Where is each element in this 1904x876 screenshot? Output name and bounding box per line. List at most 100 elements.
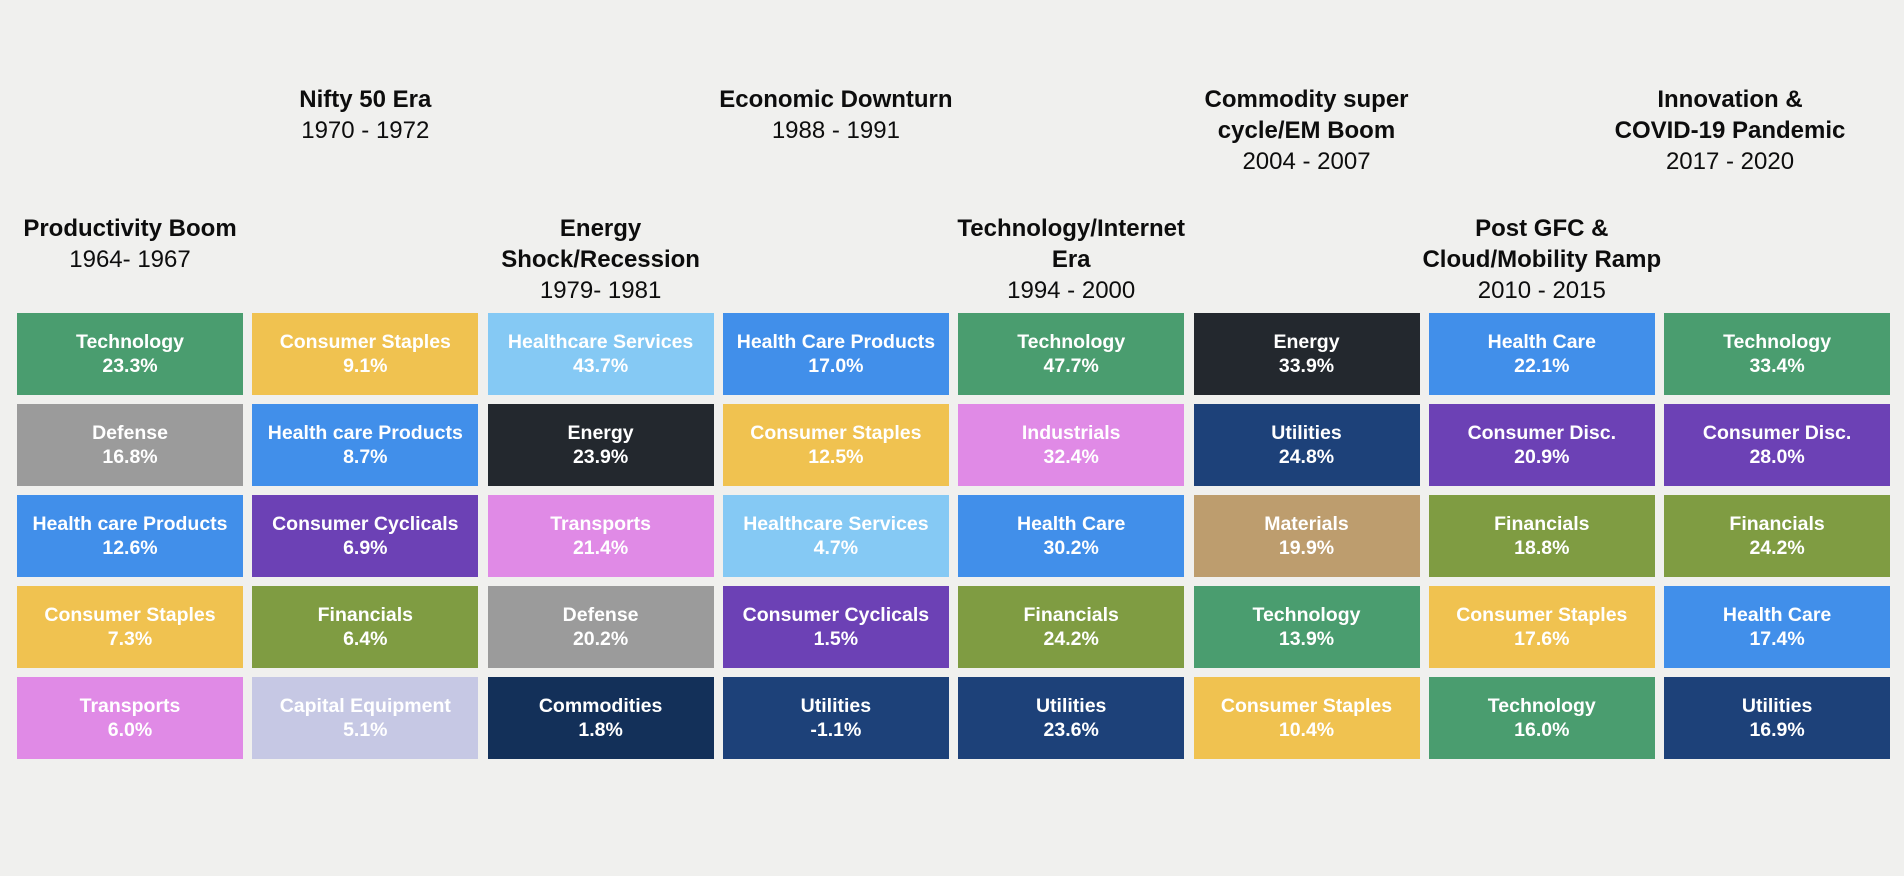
sector-tile: Health Care 17.4% bbox=[1664, 586, 1891, 668]
era-dates: 1994 - 2000 bbox=[1007, 277, 1136, 304]
sector-value: 28.0% bbox=[1749, 446, 1805, 468]
era-header: Productivity Boom 1964- 1967 bbox=[0, 213, 300, 275]
era-header: Commodity super cycle/EM Boom 2004 - 2007 bbox=[1137, 84, 1477, 177]
sector-name: Financials bbox=[1729, 513, 1825, 535]
sector-tile: Consumer Disc. 20.9% bbox=[1428, 404, 1655, 486]
sector-name: Utilities bbox=[1741, 695, 1813, 717]
sector-tile: Health care Products 12.6% bbox=[17, 495, 243, 577]
sector-tile: Health Care 22.1% bbox=[1428, 313, 1655, 395]
sector-tile: Transports 21.4% bbox=[487, 495, 714, 577]
sector-value: 16.8% bbox=[102, 446, 158, 468]
era-title: Technology/Internet bbox=[957, 215, 1185, 242]
sector-name: Health Care bbox=[1017, 513, 1126, 535]
era-title: Energy bbox=[559, 215, 642, 242]
sector-name: Consumer Staples bbox=[44, 604, 216, 626]
sector-value: 5.1% bbox=[343, 719, 388, 741]
sector-tile: Commodities 1.8% bbox=[487, 677, 714, 759]
sector-value: 8.7% bbox=[343, 446, 388, 468]
sector-tile: Defense 20.2% bbox=[487, 586, 714, 668]
sector-tile: Technology 13.9% bbox=[1193, 586, 1420, 668]
sector-value: 23.3% bbox=[102, 355, 158, 377]
sector-name: Transports bbox=[550, 513, 651, 535]
sector-name: Technology bbox=[1017, 331, 1126, 353]
sector-tile: Financials 6.4% bbox=[252, 586, 479, 668]
sector-value: 6.4% bbox=[343, 628, 388, 650]
sector-value: 17.6% bbox=[1514, 628, 1570, 650]
sector-tile: Technology 23.3% bbox=[17, 313, 243, 395]
sector-tile: Financials 18.8% bbox=[1428, 495, 1655, 577]
sector-tile: Financials 24.2% bbox=[1664, 495, 1891, 577]
sector-name: Consumer Cyclicals bbox=[272, 513, 459, 535]
era-header: Energy Shock/Recession 1979- 1981 bbox=[431, 213, 771, 306]
sector-value: 16.9% bbox=[1749, 719, 1805, 741]
sector-tile: Capital Equipment 5.1% bbox=[252, 677, 479, 759]
sector-name: Materials bbox=[1264, 513, 1349, 535]
era-title: Nifty 50 Era bbox=[299, 86, 432, 113]
sector-name: Consumer Staples bbox=[279, 331, 451, 353]
era-dates: 2004 - 2007 bbox=[1242, 148, 1371, 175]
sector-value: 1.5% bbox=[813, 628, 859, 650]
sector-name: Financials bbox=[317, 604, 413, 626]
sector-value: 13.9% bbox=[1278, 628, 1335, 650]
sector-tile: Financials 24.2% bbox=[958, 586, 1185, 668]
sector-tile: Energy 23.9% bbox=[487, 404, 714, 486]
era-title: COVID-19 Pandemic bbox=[1614, 117, 1846, 144]
sector-name: Health Care bbox=[1722, 604, 1832, 626]
sector-name: Technology bbox=[76, 331, 184, 353]
sector-value: 4.7% bbox=[813, 537, 859, 559]
sector-name: Utilities bbox=[800, 695, 872, 717]
sector-value: -1.1% bbox=[810, 719, 862, 741]
sector-value: 33.9% bbox=[1278, 355, 1335, 377]
sector-tile: Consumer Disc. 28.0% bbox=[1664, 404, 1891, 486]
sector-value: 17.0% bbox=[808, 355, 864, 377]
era-title: Shock/Recession bbox=[501, 246, 700, 273]
sector-name: Consumer Staples bbox=[1220, 695, 1393, 717]
sector-value: 18.8% bbox=[1514, 537, 1570, 559]
era-title: Cloud/Mobility Ramp bbox=[1422, 246, 1662, 273]
sector-name: Health care Products bbox=[267, 422, 463, 444]
sector-name: Capital Equipment bbox=[279, 695, 451, 717]
sector-name: Health Care Products bbox=[736, 331, 936, 353]
sector-value: 12.6% bbox=[102, 537, 158, 559]
era-dates: 1979- 1981 bbox=[539, 277, 662, 304]
sector-value: 7.3% bbox=[107, 628, 153, 650]
sector-tile: Technology 16.0% bbox=[1428, 677, 1655, 759]
sector-value: 30.2% bbox=[1043, 537, 1099, 559]
sector-value: 9.1% bbox=[343, 355, 388, 377]
era-dates: 1988 - 1991 bbox=[771, 117, 900, 144]
era-dates: 2010 - 2015 bbox=[1477, 277, 1606, 304]
sector-tile: Consumer Staples 9.1% bbox=[252, 313, 479, 395]
sector-tile: Healthcare Services 4.7% bbox=[722, 495, 949, 577]
sector-value: 19.9% bbox=[1278, 537, 1335, 559]
era-header: Economic Downturn 1988 - 1991 bbox=[666, 84, 1006, 146]
sector-tile: Health Care Products 17.0% bbox=[722, 313, 949, 395]
sector-tile: Technology 47.7% bbox=[958, 313, 1185, 395]
era-header: Post GFC & Cloud/Mobility Ramp 2010 - 2015 bbox=[1372, 213, 1712, 306]
sector-value: 47.7% bbox=[1043, 355, 1099, 377]
era-title: Commodity super bbox=[1204, 86, 1409, 113]
sector-value: 22.1% bbox=[1514, 355, 1570, 377]
era-title: Post GFC & bbox=[1475, 215, 1609, 242]
sector-name: Defense bbox=[562, 604, 639, 626]
sector-name: Healthcare Services bbox=[507, 331, 694, 353]
sector-name: Consumer Disc. bbox=[1702, 422, 1852, 444]
sector-value: 32.4% bbox=[1043, 446, 1099, 468]
sector-tile: Healthcare Services 43.7% bbox=[487, 313, 714, 395]
sector-value: 6.0% bbox=[107, 719, 153, 741]
sector-tile: Industrials 32.4% bbox=[958, 404, 1185, 486]
sector-value: 1.8% bbox=[578, 719, 623, 741]
sector-tile: Health Care 30.2% bbox=[958, 495, 1185, 577]
sector-tile: Utilities 16.9% bbox=[1664, 677, 1891, 759]
sector-name: Energy bbox=[1273, 331, 1340, 353]
sector-name: Industrials bbox=[1021, 422, 1121, 444]
sector-value: 23.9% bbox=[572, 446, 629, 468]
sector-value: 21.4% bbox=[572, 537, 629, 559]
sector-name: Consumer Cyclicals bbox=[742, 604, 930, 626]
era-dates: 1964- 1967 bbox=[69, 246, 191, 273]
sector-tile: Utilities 23.6% bbox=[958, 677, 1185, 759]
sector-name: Health care Products bbox=[32, 513, 228, 535]
sector-tile: Transports 6.0% bbox=[17, 677, 243, 759]
sector-tile: Health care Products 8.7% bbox=[252, 404, 479, 486]
sector-name: Technology bbox=[1252, 604, 1361, 626]
